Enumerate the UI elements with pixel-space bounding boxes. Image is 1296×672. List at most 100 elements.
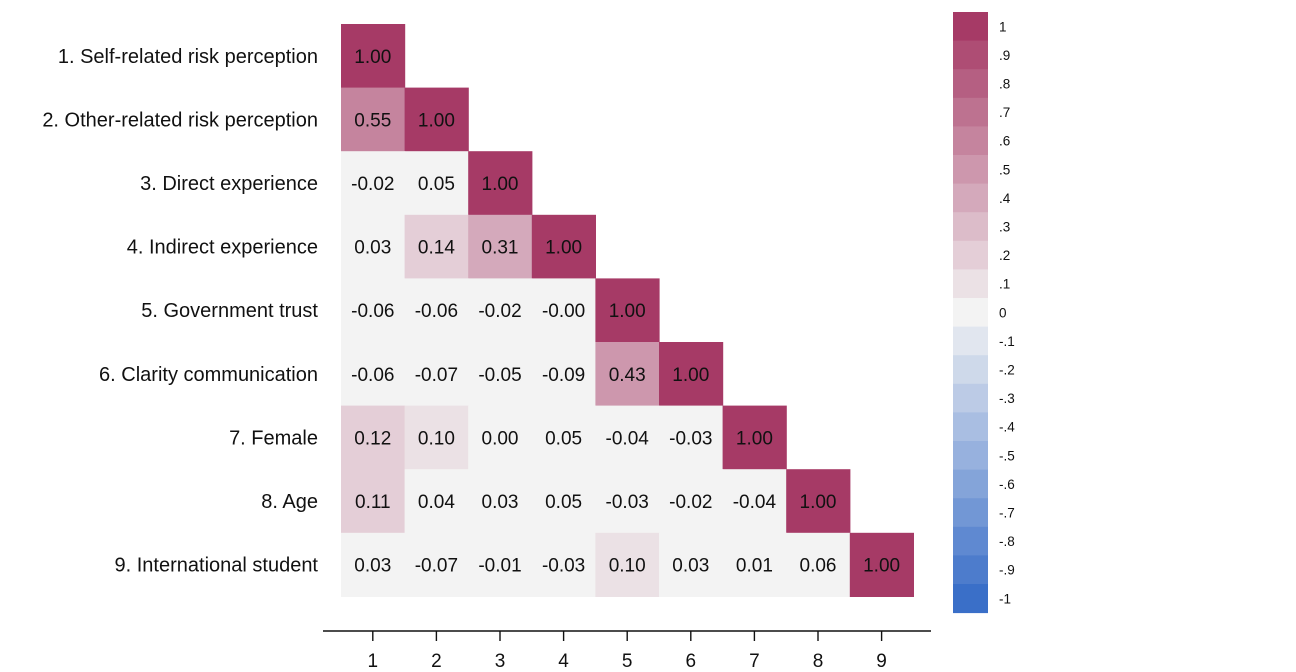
heatmap-cell [786, 469, 851, 534]
cell-value-label: 0.10 [418, 428, 455, 449]
legend-swatch [953, 412, 988, 442]
legend-tick-label: .4 [999, 191, 1011, 206]
legend-swatch [953, 298, 988, 328]
cell-value-label: -0.02 [669, 492, 712, 513]
heatmap-cell [531, 214, 596, 279]
legend-swatch [953, 498, 988, 528]
cell-value-label: 1.00 [545, 238, 582, 259]
cell-value-label: 0.31 [482, 238, 519, 259]
heatmap-cell [531, 405, 596, 470]
legend-tick-label: -.3 [999, 391, 1015, 406]
heatmap-cell [404, 532, 469, 597]
heatmap-cell [531, 342, 596, 407]
legend-swatch [953, 183, 988, 213]
cell-value-label: 0.43 [609, 365, 646, 386]
cell-value-label: 0.00 [482, 428, 519, 449]
cell-value-label: 1.00 [800, 492, 837, 513]
heatmap-cell [595, 532, 660, 597]
x-tick-label: 6 [686, 651, 697, 672]
legend-tick-label: .5 [999, 162, 1010, 177]
row-label: 5. Government trust [141, 300, 318, 322]
heatmap-cell [659, 342, 724, 407]
cell-value-label: 0.05 [545, 428, 582, 449]
cell-value-label: 1.00 [672, 365, 709, 386]
legend-swatch [953, 441, 988, 471]
cell-value-label: 1.00 [736, 428, 773, 449]
legend-swatch [953, 526, 988, 556]
heatmap-cell [468, 532, 533, 597]
legend-tick-label: .6 [999, 134, 1010, 149]
cell-value-label: -0.09 [542, 365, 585, 386]
legend-swatch [953, 383, 988, 413]
heatmap-cells: 1.00 0.55 1.00 -0.02 0.05 1.00 0.03 0.14 0.31 1.0… [341, 24, 914, 597]
cell-value-label: 0.06 [800, 556, 837, 577]
cell-value-label: -0.05 [478, 365, 521, 386]
legend-swatch [953, 155, 988, 185]
cell-value-label: 0.04 [418, 492, 455, 513]
row-label: 6. Clarity communication [99, 364, 318, 386]
heatmap-cell [722, 405, 787, 470]
legend-swatch [953, 212, 988, 242]
legend-swatch [953, 126, 988, 156]
legend-tick-label: .3 [999, 220, 1010, 235]
cell-value-label: 0.10 [609, 556, 646, 577]
legend-swatch [953, 97, 988, 127]
cell-value-label: -0.00 [542, 301, 585, 322]
cell-value-label: 0.11 [355, 492, 391, 513]
cell-value-label: -0.03 [606, 492, 649, 513]
cell-value-label: 0.05 [418, 174, 455, 195]
cell-value-label: 0.55 [354, 110, 391, 131]
legend-tick-label: .8 [999, 77, 1010, 92]
row-label: 3. Direct experience [140, 173, 318, 195]
row-label: 7. Female [229, 427, 318, 449]
heatmap-cell [404, 469, 469, 534]
heatmap-cell [595, 469, 660, 534]
cell-value-label: -0.07 [415, 556, 458, 577]
legend-tick-label: -.2 [999, 363, 1015, 378]
cell-value-label: 1.00 [354, 47, 391, 68]
heatmap-cell [341, 151, 406, 216]
cell-value-label: -0.06 [351, 365, 394, 386]
row-labels: 1. Self-related risk perception 2. Other-… [42, 46, 318, 577]
heatmap-cell [595, 342, 660, 407]
cell-value-label: 0.03 [354, 556, 391, 577]
legend-tick-label: -.8 [999, 534, 1015, 549]
heatmap-cell [404, 214, 469, 279]
legend-tick-label: 1 [999, 19, 1007, 34]
legend-tick-label: -.1 [999, 334, 1015, 349]
legend-tick-label: 0 [999, 305, 1007, 320]
heatmap-cell [468, 342, 533, 407]
heatmap-cell [341, 532, 406, 597]
legend-tick-label: -.9 [999, 563, 1015, 578]
heatmap-cell [531, 532, 596, 597]
heatmap-cell [722, 532, 787, 597]
heatmap-cell [341, 342, 406, 407]
legend-tick-label: -.7 [999, 506, 1015, 521]
cell-value-label: 0.12 [354, 428, 391, 449]
row-label: 9. International student [115, 555, 319, 577]
heatmap-cell [341, 87, 406, 152]
legend-tick-label: -1 [999, 591, 1011, 606]
legend-swatch [953, 355, 988, 385]
heatmap-cell [786, 532, 851, 597]
heatmap-cell [404, 87, 469, 152]
heatmap-cell [404, 278, 469, 343]
legend-swatch [953, 12, 988, 42]
cell-value-label: 0.05 [545, 492, 582, 513]
legend-tick-label: .9 [999, 48, 1010, 63]
x-axis: 1 2 3 4 5 6 7 8 9 [323, 630, 931, 672]
legend-swatch [953, 69, 988, 99]
legend-tick-label: .2 [999, 248, 1010, 263]
x-tick-label: 2 [431, 651, 442, 672]
cell-value-label: 0.14 [418, 238, 455, 259]
legend-swatch [953, 555, 988, 585]
legend-swatch [953, 584, 988, 614]
x-tick-label: 5 [622, 651, 633, 672]
legend-swatch [953, 40, 988, 70]
heatmap-cell [659, 405, 724, 470]
heatmap-cell [722, 469, 787, 534]
cell-value-label: 0.03 [354, 238, 391, 259]
legend-tick-label: -.5 [999, 448, 1015, 463]
heatmap-cell [468, 469, 533, 534]
